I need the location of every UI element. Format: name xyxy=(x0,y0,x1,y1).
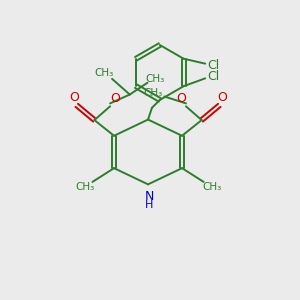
Text: CH₃: CH₃ xyxy=(203,182,222,192)
Text: O: O xyxy=(110,92,120,105)
Text: H: H xyxy=(145,200,153,210)
Text: O: O xyxy=(69,91,79,104)
Text: O: O xyxy=(217,91,227,104)
Text: Cl: Cl xyxy=(207,70,219,83)
Text: O: O xyxy=(176,92,186,105)
Text: CH₃: CH₃ xyxy=(94,68,114,78)
Text: CH₃: CH₃ xyxy=(75,182,94,192)
Text: CH₃: CH₃ xyxy=(146,74,165,84)
Text: N: N xyxy=(144,190,154,202)
Text: Cl: Cl xyxy=(207,59,219,72)
Text: CH₃: CH₃ xyxy=(143,88,162,98)
